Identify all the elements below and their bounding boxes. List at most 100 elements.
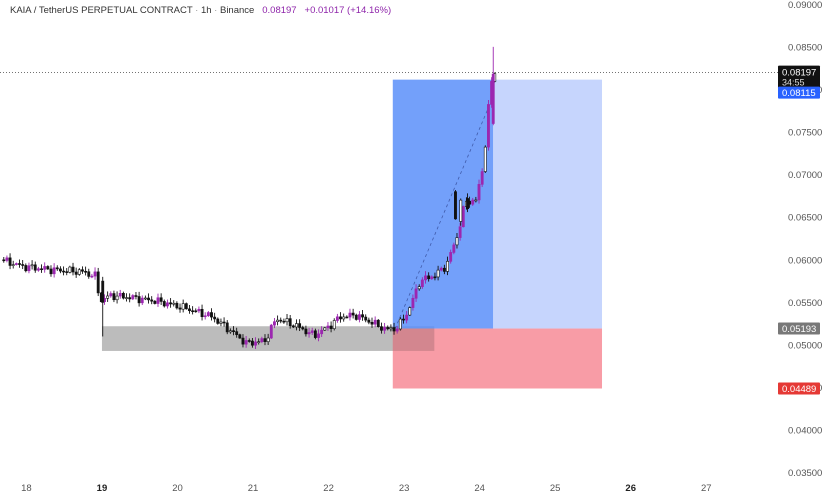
candle-body — [128, 297, 132, 300]
candle-body — [433, 276, 437, 279]
candle-body — [115, 295, 119, 301]
candle-body — [55, 267, 59, 270]
bar-countdown-label: 34:55 — [782, 78, 805, 88]
candle-body — [166, 302, 169, 307]
interval-label: 1h — [200, 5, 212, 16]
x-tick-label: 24 — [474, 483, 485, 494]
candle-body — [68, 266, 72, 273]
candle-body — [291, 325, 295, 328]
candle-body — [471, 199, 475, 205]
candle-body — [247, 340, 251, 342]
candle-body — [241, 337, 245, 345]
candle-body — [383, 327, 387, 331]
candle-body — [483, 146, 487, 172]
candle-body — [345, 316, 349, 319]
candle-body — [125, 297, 128, 299]
candle-body — [153, 300, 157, 304]
stop-price-label: 0.04489 — [782, 384, 816, 395]
candle-body — [446, 261, 449, 272]
y-tick-label: 0.09000 — [788, 0, 822, 11]
candle-body — [65, 271, 69, 273]
candle-body — [295, 323, 298, 328]
candle-body — [417, 286, 421, 290]
x-tick-label: 20 — [172, 483, 183, 494]
candle-body — [420, 279, 424, 287]
candle-body — [317, 333, 320, 338]
candle-body — [24, 265, 28, 272]
candle-body — [436, 269, 440, 278]
candle-body — [282, 320, 286, 323]
candle-body — [112, 293, 116, 301]
candle-body — [254, 341, 257, 346]
y-tick-label: 0.07500 — [788, 128, 822, 139]
trend-dashed-line[interactable] — [394, 96, 494, 329]
candle-body — [373, 319, 377, 325]
candle-body — [269, 324, 273, 339]
candle-body — [339, 316, 342, 320]
y-tick-label: 0.03500 — [788, 468, 822, 479]
long-position-profit-zone-future[interactable] — [493, 79, 603, 329]
candle-body — [81, 269, 84, 272]
candle-body — [244, 340, 248, 345]
candle-body — [323, 327, 327, 331]
long-position-stop-zone[interactable] — [392, 328, 603, 389]
candle-body — [288, 318, 292, 327]
candle-body — [313, 330, 317, 338]
candle-body — [301, 327, 305, 330]
x-tick-label: 23 — [399, 483, 410, 494]
candle-body — [162, 301, 166, 307]
candle-body — [109, 293, 113, 297]
candle-body — [18, 263, 21, 265]
y-tick-label: 0.04000 — [788, 426, 822, 437]
candle-body — [194, 310, 198, 313]
candle-body — [257, 341, 261, 343]
candle-body — [159, 297, 163, 302]
candle-body — [62, 270, 66, 273]
candle-body — [27, 265, 31, 272]
candle-body — [335, 316, 339, 321]
candle-body — [121, 292, 125, 299]
candle-body — [225, 322, 229, 333]
long-position-profit-zone[interactable] — [392, 79, 494, 329]
y-tick-label: 0.06000 — [788, 255, 822, 266]
exchange-label: Binance — [219, 5, 255, 16]
y-tick-label: 0.08500 — [788, 42, 822, 53]
candle-body — [143, 297, 147, 300]
candle-body — [424, 275, 427, 281]
chart-header: KAIA / TetherUS PERPETUAL CONTRACT · 1h … — [10, 5, 392, 16]
candle-body — [449, 252, 453, 262]
candle-body — [21, 264, 25, 266]
entry-price-badge — [778, 86, 820, 99]
candle-body — [5, 257, 9, 261]
symbol-title: KAIA / TetherUS PERPETUAL CONTRACT — [10, 5, 193, 16]
candle-body — [11, 264, 15, 266]
candle-body — [250, 340, 254, 346]
candle-body — [276, 319, 280, 322]
last-price-badge — [778, 65, 820, 90]
candle-body — [285, 318, 289, 323]
candle-body — [461, 206, 465, 228]
candle-body — [395, 328, 399, 332]
entry-price-label: 0.08115 — [782, 88, 816, 99]
x-tick-label: 21 — [248, 483, 259, 494]
candle-body — [414, 288, 418, 299]
candle-body — [8, 257, 12, 266]
candle-body — [52, 267, 56, 275]
candle-body — [96, 271, 100, 294]
candle-body — [140, 297, 144, 304]
candle-body — [71, 266, 75, 273]
candle-body — [402, 318, 405, 321]
candle-body — [175, 302, 179, 309]
candle-body — [307, 332, 311, 335]
candle-body — [442, 267, 446, 272]
y-tick-label: 0.05500 — [788, 298, 822, 309]
candle-body — [348, 312, 352, 318]
candle-body — [172, 302, 176, 305]
x-tick-label: 27 — [701, 483, 712, 494]
candle-body — [101, 280, 105, 303]
candle-body — [197, 308, 201, 312]
x-tick-label: 22 — [323, 483, 334, 494]
candle-body — [455, 237, 459, 246]
